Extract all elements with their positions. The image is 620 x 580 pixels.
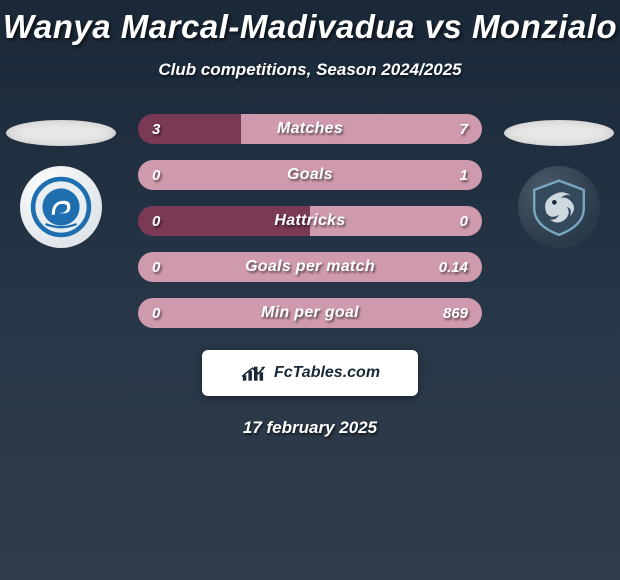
stat-label: Min per goal <box>138 298 482 328</box>
comparison-arena: 37Matches 01Goals 00Hattricks 00.14Goals pe… <box>0 114 620 344</box>
page-title: Wanya Marcal-Madivadua vs Monzialo <box>0 8 620 46</box>
stat-rows: 37Matches 01Goals 00Hattricks 00.14Goals pe… <box>138 114 482 344</box>
date-text: 17 february 2025 <box>0 418 620 438</box>
club-badge-right <box>518 166 600 248</box>
club-logo-right-icon <box>528 176 590 238</box>
stat-row: 37Matches <box>138 114 482 144</box>
club-logo-left-icon <box>30 176 92 238</box>
stat-label: Goals <box>138 160 482 190</box>
stat-label: Goals per match <box>138 252 482 282</box>
platform-right <box>504 120 614 146</box>
chart-icon <box>240 362 268 384</box>
subtitle: Club competitions, Season 2024/2025 <box>0 60 620 80</box>
club-badge-left <box>20 166 102 248</box>
platform-left <box>6 120 116 146</box>
stat-row: 00Hattricks <box>138 206 482 236</box>
stat-row: 01Goals <box>138 160 482 190</box>
source-text: FcTables.com <box>274 364 380 382</box>
stat-row: 00.14Goals per match <box>138 252 482 282</box>
stat-row: 0869Min per goal <box>138 298 482 328</box>
source-badge: FcTables.com <box>202 350 418 396</box>
comparison-infographic: Wanya Marcal-Madivadua vs Monzialo Club … <box>0 0 620 438</box>
stat-label: Matches <box>138 114 482 144</box>
stat-label: Hattricks <box>138 206 482 236</box>
